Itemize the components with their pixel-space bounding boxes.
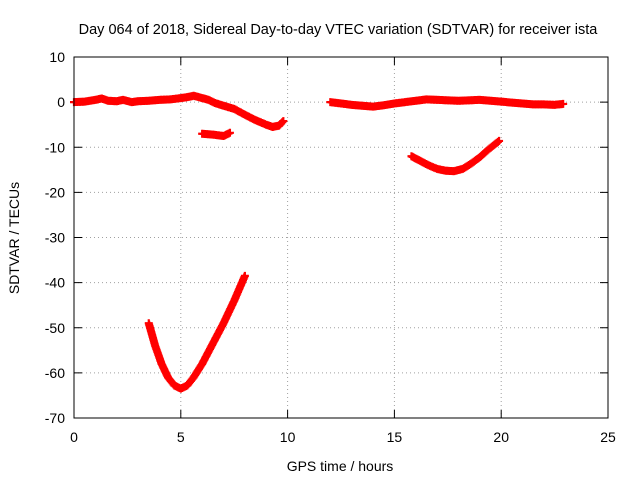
y-tick-label: -50 [45, 320, 65, 336]
y-tick-label: -30 [45, 230, 65, 246]
y-axis-label: SDTVAR / TECUs [6, 182, 22, 294]
series-arc-3 [144, 271, 249, 393]
series-arc-4 [326, 95, 568, 111]
data-point [559, 99, 568, 108]
x-tick-label: 0 [70, 429, 78, 445]
series-arc-1 [70, 91, 288, 131]
y-tick-label: -40 [45, 275, 65, 291]
data-marks [70, 91, 568, 393]
data-point [279, 117, 288, 126]
y-tick-label: 10 [49, 49, 65, 65]
x-axis-label: GPS time / hours [287, 458, 394, 474]
x-tick-label: 20 [493, 429, 509, 445]
x-tick-label: 5 [177, 429, 185, 445]
y-tick-label: -20 [45, 184, 65, 200]
chart-title: Day 064 of 2018, Sidereal Day-to-day VTE… [79, 22, 599, 38]
series-arc-5 [407, 136, 504, 176]
axis-ticks: 0 5 10 15 20 25 10 0 -10 -20 -30 -40 -50 -60 -70 [45, 49, 616, 445]
y-tick-label: -10 [45, 139, 65, 155]
x-tick-label: 25 [600, 429, 616, 445]
data-point [495, 136, 504, 145]
data-point [240, 271, 249, 280]
series-arc-2 [198, 128, 234, 140]
data-point [225, 128, 234, 137]
y-tick-label: 0 [57, 94, 65, 110]
y-tick-label: -60 [45, 365, 65, 381]
y-tick-label: -70 [45, 410, 65, 426]
x-tick-label: 10 [280, 429, 296, 445]
plot-frame [73, 56, 609, 419]
x-tick-label: 15 [387, 429, 403, 445]
